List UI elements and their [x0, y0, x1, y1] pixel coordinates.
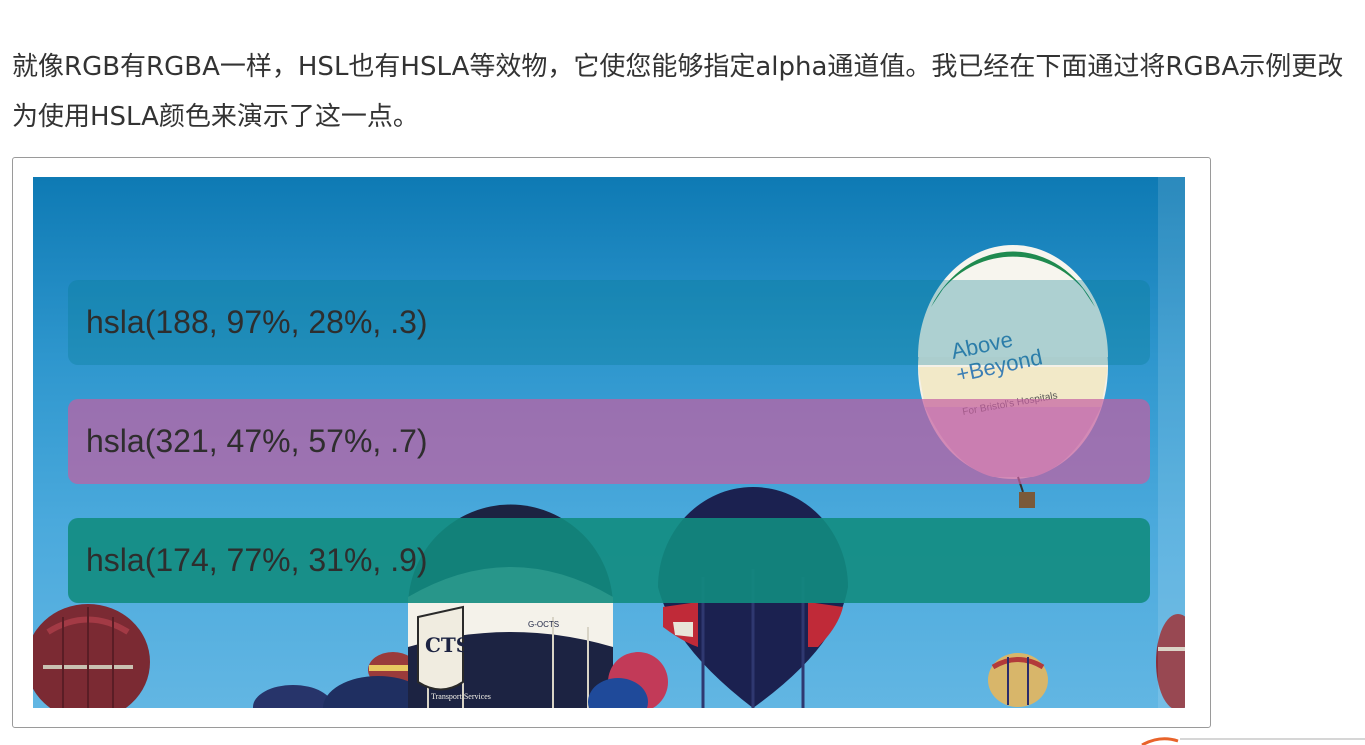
- svg-text:CTS: CTS: [425, 633, 470, 657]
- balloon-text-cts: CTS: [425, 633, 470, 657]
- balloon-photo-background: Above +Beyond For Bristol's Hospitals: [33, 177, 1185, 708]
- balloon-navy-bottom: [253, 676, 433, 708]
- hsla-bar-3: hsla(174, 77%, 31%, .9): [68, 518, 1150, 603]
- balloon-right-edge: [1156, 614, 1185, 708]
- hsla-bar-2: hsla(321, 47%, 57%, .7): [68, 399, 1150, 484]
- hsla-bar-2-label: hsla(321, 47%, 57%, .7): [86, 423, 428, 459]
- balloon-left-maroon: [33, 604, 150, 708]
- balloon-gold-small: [988, 653, 1048, 707]
- balloon-text-gocts: G-OCTS: [528, 620, 559, 629]
- article-paragraph: 就像RGB有RGBA一样，HSL也有HSLA等效物，它使您能够指定alpha通道…: [12, 52, 1344, 132]
- hsla-bar-3-label: hsla(174, 77%, 31%, .9): [86, 542, 428, 578]
- orange-swoosh-icon: [1141, 737, 1179, 745]
- svg-text:G-OCTS: G-OCTS: [528, 620, 559, 629]
- balloon-text-transport: Transport Services: [431, 692, 491, 701]
- balloon-red-pink: [588, 652, 668, 708]
- hsla-bar-1-label: hsla(188, 97%, 28%, .3): [86, 304, 428, 340]
- svg-text:Transport Services: Transport Services: [431, 692, 491, 701]
- canvas-right-edge: [1158, 177, 1185, 708]
- hsla-bar-1: hsla(188, 97%, 28%, .3): [68, 280, 1150, 365]
- divider-line: [1180, 738, 1365, 740]
- demo-frame: Above +Beyond For Bristol's Hospitals: [12, 157, 1211, 728]
